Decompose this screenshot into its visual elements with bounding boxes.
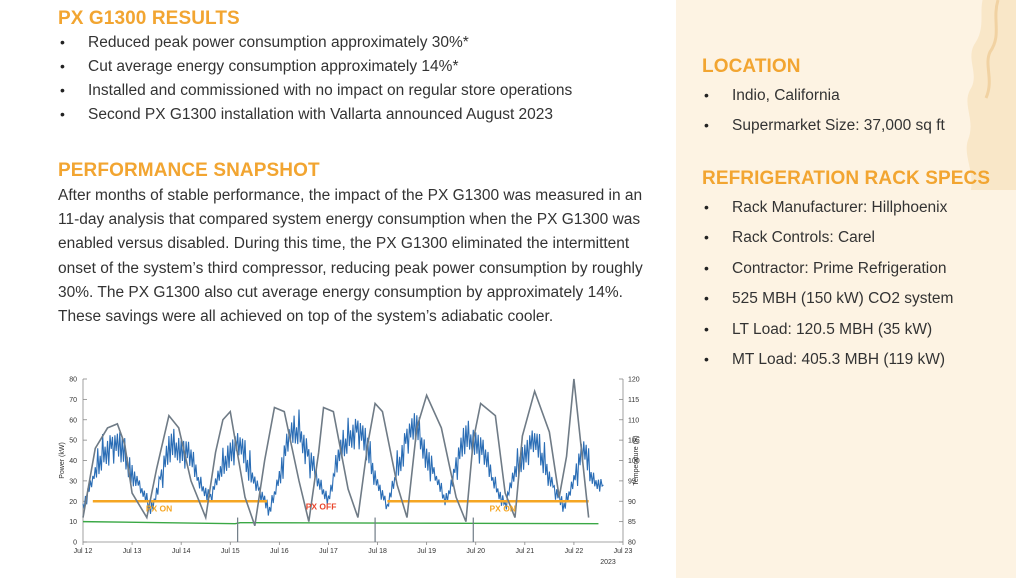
y2-tick-label: 95 xyxy=(628,478,636,485)
rack-item: MT Load: 405.3 MBH (119 kW) xyxy=(702,351,953,381)
y-tick-label: 10 xyxy=(69,519,77,526)
location-item: Indio, California xyxy=(702,87,945,117)
rack-item: Contractor: Prime Refrigeration xyxy=(702,260,953,290)
y2-tick-label: 115 xyxy=(628,397,639,404)
results-heading: PX G1300 RESULTS xyxy=(58,8,240,29)
y-tick-label: 80 xyxy=(69,377,77,384)
y-tick-label: 60 xyxy=(69,417,77,424)
location-item: Supermarket Size: 37,000 sq ft xyxy=(702,117,945,147)
annotation-label: PX OFF xyxy=(306,501,337,511)
x-tick-label: Jul 17 xyxy=(319,548,338,555)
y2-tick-label: 105 xyxy=(628,438,640,445)
x-tick-label: Jul 22 xyxy=(565,548,584,555)
results-item: Reduced peak power consumption approxima… xyxy=(58,34,572,58)
location-heading: LOCATION xyxy=(702,56,801,77)
rack-list: Rack Manufacturer: Hillphoenix Rack Cont… xyxy=(702,199,953,381)
y2-axis-label: Temperature (F) xyxy=(633,435,640,485)
results-item: Cut average energy consumption approxima… xyxy=(58,58,572,82)
y-tick-label: 70 xyxy=(69,397,77,404)
results-list: Reduced peak power consumption approxima… xyxy=(58,34,572,130)
snapshot-heading: PERFORMANCE SNAPSHOT xyxy=(58,160,320,181)
rack-item: Rack Manufacturer: Hillphoenix xyxy=(702,199,953,229)
results-item: Second PX G1300 installation with Vallar… xyxy=(58,106,572,130)
x-year-label: 2023 xyxy=(600,559,616,566)
rack-item: LT Load: 120.5 MBH (35 kW) xyxy=(702,321,953,351)
y2-tick-label: 110 xyxy=(628,417,639,424)
rack-item: 525 MBH (150 kW) CO2 system xyxy=(702,290,953,320)
x-tick-label: Jul 13 xyxy=(123,548,142,555)
location-list: Indio, California Supermarket Size: 37,0… xyxy=(702,87,945,147)
y2-tick-label: 120 xyxy=(628,377,640,384)
x-tick-label: Jul 18 xyxy=(368,548,387,555)
x-tick-label: Jul 19 xyxy=(417,548,436,555)
x-tick-label: Jul 21 xyxy=(515,548,534,555)
annotation-label: PX ON xyxy=(146,503,172,513)
baseline-line xyxy=(82,520,599,525)
y-tick-label: 0 xyxy=(73,540,77,547)
power-temperature-chart: 0 10 20 30 40 50 60 70 80 80 85 90 95 100 105 110 115 120… xyxy=(59,377,640,567)
y2-tick-label: 90 xyxy=(628,499,636,506)
rack-heading: REFRIGERATION RACK SPECS xyxy=(702,168,991,189)
y-tick-label: 20 xyxy=(69,499,77,506)
rack-item: Rack Controls: Carel xyxy=(702,229,953,259)
y-axis-label: Power (kW) xyxy=(59,442,66,479)
x-tick-label: Jul 15 xyxy=(221,548,240,555)
y-tick-label: 30 xyxy=(69,478,77,485)
temperature-line xyxy=(82,378,590,526)
snapshot-paragraph: After months of stable performance, the … xyxy=(58,187,643,326)
power-line xyxy=(82,409,604,516)
y2-tick-label: 100 xyxy=(628,458,640,465)
map-graphic xyxy=(966,0,1016,190)
y2-tick-label: 80 xyxy=(628,540,636,547)
x-tick-label: Jul 14 xyxy=(172,548,191,555)
y2-tick-label: 85 xyxy=(628,519,636,526)
results-item: Installed and commissioned with no impac… xyxy=(58,82,572,106)
x-tick-label: Jul 16 xyxy=(270,548,289,555)
x-tick-label: Jul 12 xyxy=(74,548,93,555)
annotation-label: PX ON xyxy=(490,503,516,513)
y-tick-label: 40 xyxy=(69,458,77,465)
x-tick-label: Jul 23 xyxy=(614,548,633,555)
x-tick-label: Jul 20 xyxy=(466,548,485,555)
y-tick-label: 50 xyxy=(69,438,77,445)
